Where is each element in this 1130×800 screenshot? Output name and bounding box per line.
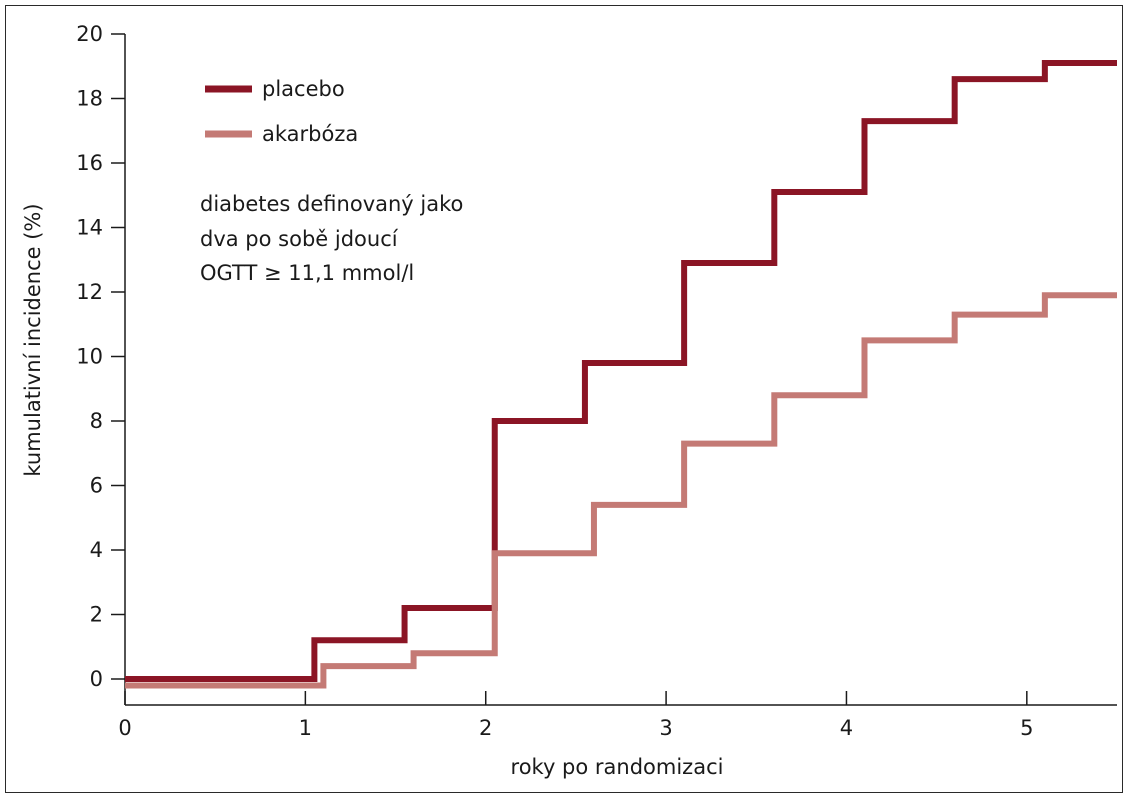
x-tick-label: 5 xyxy=(1020,716,1033,740)
x-tick-label: 1 xyxy=(299,716,312,740)
y-tick-label: 6 xyxy=(90,474,103,498)
chart-frame xyxy=(5,5,1123,793)
y-tick-label: 0 xyxy=(90,667,103,691)
y-tick-label: 4 xyxy=(90,538,103,562)
note-line-1: diabetes definovaný jako xyxy=(200,192,463,216)
x-tick-label: 3 xyxy=(659,716,672,740)
y-tick-label: 8 xyxy=(90,409,103,433)
y-tick-label: 14 xyxy=(76,216,103,240)
x-axis-title: roky po randomizaci xyxy=(511,755,724,779)
legend-label-akarboza: akarbóza xyxy=(262,122,358,146)
series-line-placebo xyxy=(125,60,1117,682)
y-tick-label: 20 xyxy=(76,22,103,46)
y-tick-label: 2 xyxy=(90,603,103,627)
y-tick-label: 10 xyxy=(76,345,103,369)
series-line-akarboza xyxy=(125,292,1117,689)
x-tick-label: 0 xyxy=(118,716,131,740)
definition-note: diabetes definovaný jako dva po sobě jdo… xyxy=(200,192,463,285)
y-axis-title: kumulativní incidence (%) xyxy=(21,203,45,476)
y-tick-label: 12 xyxy=(76,280,103,304)
note-line-3: OGTT ≥ 11,1 mmol/l xyxy=(200,261,414,285)
legend: placebo akarbóza xyxy=(205,77,358,146)
note-line-2: dva po sobě jdoucí xyxy=(200,227,399,251)
y-tick-label: 16 xyxy=(76,151,103,175)
legend-label-placebo: placebo xyxy=(262,77,345,101)
x-tick-label: 4 xyxy=(840,716,853,740)
series-group xyxy=(125,60,1117,689)
y-tick-label: 18 xyxy=(76,87,103,111)
x-tick-label: 2 xyxy=(479,716,492,740)
